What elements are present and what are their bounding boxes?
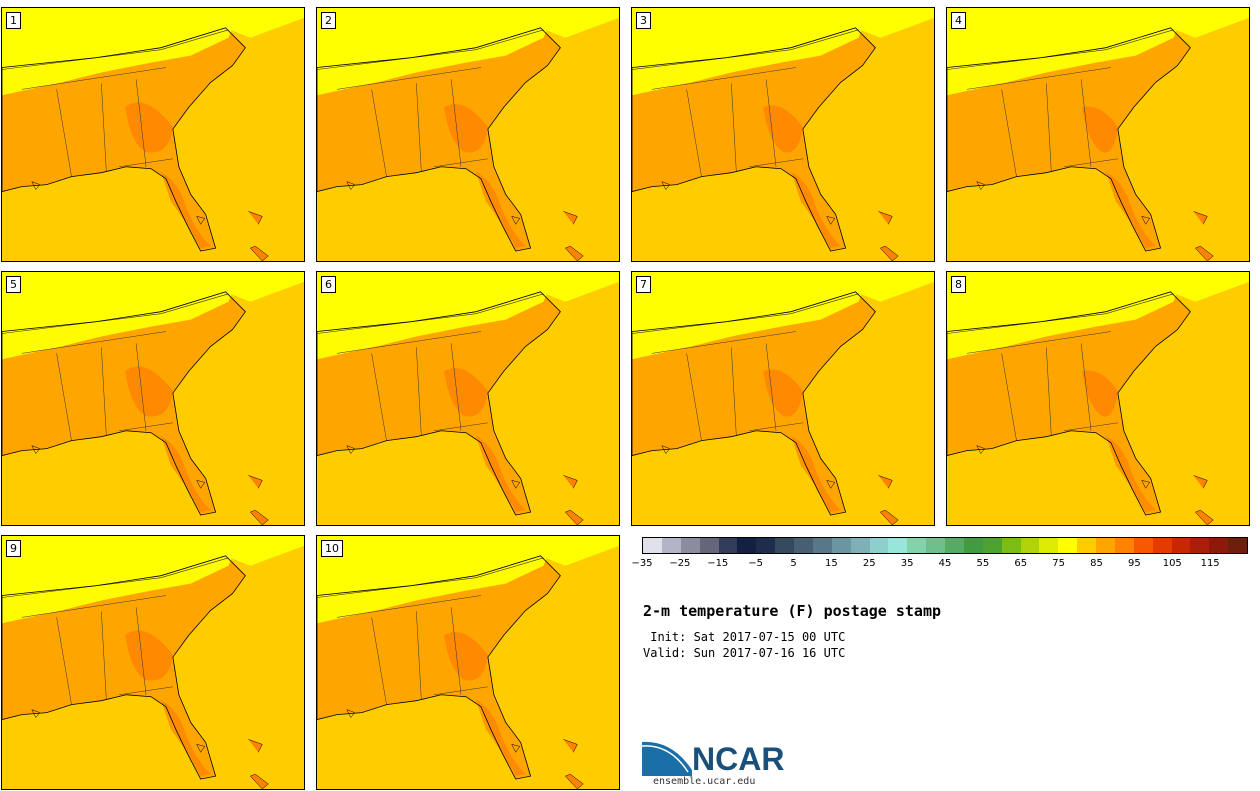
colorbar-tick-label: −25 (669, 558, 691, 569)
colorbar-swatch (907, 538, 927, 553)
colorbar-swatch (680, 538, 700, 553)
colorbar-tick-label: 95 (1128, 558, 1141, 569)
colorbar-swatch (982, 538, 1002, 553)
colorbar-swatch (756, 538, 776, 553)
colorbar-swatch (737, 538, 757, 553)
colorbar-tick-label: 65 (1014, 558, 1028, 569)
map-panel-6: 6 (316, 271, 620, 526)
panel-number: 2 (321, 12, 336, 29)
colorbar-swatch (1152, 538, 1172, 553)
colorbar-tick-label: 75 (1052, 558, 1065, 569)
colorbar-swatch (643, 538, 662, 553)
colorbar-swatch (794, 538, 813, 553)
colorbar-tick-labels: −35 −25 −15 −5 5 15 25 35 45 55 65 75 85 95 105 115 (631, 556, 1248, 570)
colorbar-tick-label: 45 (938, 558, 952, 569)
map-panel-1: 1 (1, 7, 305, 262)
colorbar-swatch (1039, 538, 1059, 553)
colorbar-swatch (1171, 538, 1191, 553)
colorbar-swatch (945, 538, 964, 553)
map-panel-8: 8 (946, 271, 1250, 526)
colorbar-swatch (888, 538, 908, 553)
colorbar-swatch (1114, 538, 1134, 553)
panel-number: 3 (636, 12, 651, 29)
colorbar-swatch (1096, 538, 1115, 553)
svg-text:NCAR: NCAR (692, 741, 784, 776)
panel-number: 8 (951, 276, 966, 293)
colorbar-swatch (699, 538, 719, 553)
panel-number: 4 (951, 12, 966, 29)
map-panel-5: 5 (1, 271, 305, 526)
colorbar-tick-label: −15 (707, 558, 729, 569)
colorbar-swatch (718, 538, 738, 553)
colorbar-tick-label: 15 (825, 558, 838, 569)
colorbar-swatch (1133, 538, 1153, 553)
map-panel-3: 3 (631, 7, 935, 262)
colorbar-tick-label: 5 (790, 558, 797, 569)
colorbar-swatch (1209, 538, 1229, 553)
colorbar-swatch (775, 538, 794, 553)
colorbar-tick-label: −35 (631, 558, 653, 569)
panel-number: 9 (6, 540, 21, 557)
colorbar-tick-label: 35 (900, 558, 914, 569)
colorbar-tick-label: 55 (976, 558, 990, 569)
colorbar-swatch (1077, 538, 1096, 553)
colorbar-swatch (1020, 538, 1040, 553)
colorbar-tick-label: 115 (1200, 558, 1220, 569)
ncar-url-link[interactable]: ensemble.ucar.edu (653, 776, 756, 787)
panel-number: 10 (321, 540, 343, 557)
colorbar-tick-label: −5 (748, 558, 763, 569)
map-panel-9: 9 (1, 535, 305, 790)
colorbar-tick-label: 105 (1162, 558, 1182, 569)
ncar-logo[interactable]: NCAR (642, 736, 792, 776)
valid-time: Valid: Sun 2017-07-16 16 UTC (643, 646, 846, 660)
colorbar-swatch (926, 538, 945, 553)
colorbar-swatch (963, 538, 983, 553)
map-panel-2: 2 (316, 7, 620, 262)
panel-number: 7 (636, 276, 651, 293)
map-panel-7: 7 (631, 271, 935, 526)
colorbar-swatch (1228, 538, 1247, 553)
colorbar-swatch (1058, 538, 1078, 553)
colorbar-swatch (850, 538, 870, 553)
panel-number: 1 (6, 12, 21, 29)
colorbar-swatch (661, 538, 681, 553)
panel-number: 6 (321, 276, 336, 293)
plot-title: 2-m temperature (F) postage stamp (643, 602, 942, 620)
map-panel-10: 10 (316, 535, 620, 790)
colorbar-swatch (831, 538, 851, 553)
init-time: Init: Sat 2017-07-15 00 UTC (643, 630, 846, 644)
panel-number: 5 (6, 276, 21, 293)
colorbar-tick-label: 85 (1090, 558, 1103, 569)
colorbar-swatch (1190, 538, 1210, 553)
colorbar-swatch (812, 538, 832, 553)
colorbar-swatch (1001, 538, 1021, 553)
map-panel-4: 4 (946, 7, 1250, 262)
colorbar-tick-label: 25 (862, 558, 876, 569)
temperature-colorbar (642, 537, 1248, 554)
colorbar-swatch (869, 538, 889, 553)
